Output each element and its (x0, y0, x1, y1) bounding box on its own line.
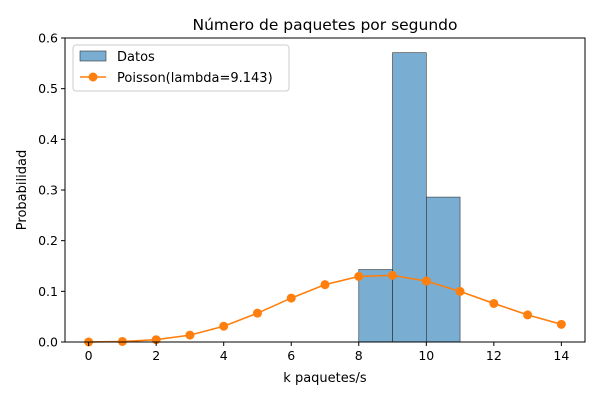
poisson-point-14 (556, 319, 566, 329)
y-axis-label: Probabilidad (15, 150, 30, 230)
poisson-point-3 (185, 330, 195, 340)
chart-title: Número de paquetes por segundo (193, 16, 458, 34)
x-tick-label-1: 2 (152, 348, 160, 363)
y-tick-label-0: 0.0 (38, 335, 58, 350)
y-tick-label-2: 0.2 (38, 233, 58, 248)
poisson-point-1 (117, 336, 127, 346)
y-tick-label-4: 0.4 (38, 132, 58, 147)
x-tick-label-0: 0 (85, 348, 93, 363)
hist-bar-0 (358, 269, 393, 343)
poisson-point-7 (320, 280, 330, 290)
x-axis-label: k paquetes/s (283, 371, 367, 386)
legend: Datos Poisson(lambda=9.143) (72, 44, 290, 92)
poisson-point-13 (523, 310, 533, 320)
x-tick-label-7: 14 (553, 348, 569, 363)
legend-label-datos: Datos (117, 50, 155, 65)
legend-marker-poisson (88, 72, 98, 82)
bars-layer (358, 52, 461, 343)
x-tick-label-3: 6 (287, 348, 295, 363)
poisson-point-9 (388, 270, 398, 280)
legend-box (72, 44, 290, 92)
poisson-point-8 (354, 271, 364, 281)
x-tick-label-5: 10 (418, 348, 434, 363)
poisson-point-11 (455, 286, 465, 296)
y-tick-label-1: 0.1 (38, 284, 58, 299)
y-tick-label-6: 0.6 (38, 31, 58, 46)
hist-bar-2 (425, 196, 461, 343)
line-layer (84, 270, 566, 347)
x-tick-label-6: 12 (486, 348, 502, 363)
x-tick-label-4: 8 (355, 348, 363, 363)
poisson-point-12 (489, 298, 499, 308)
poisson-point-5 (252, 308, 262, 318)
y-tick-label-3: 0.3 (38, 183, 58, 198)
legend-swatch-datos (79, 50, 107, 62)
y-axis: 0.0 0.1 0.2 0.3 0.4 0.5 0.6 (38, 31, 65, 350)
x-axis: 0 2 4 6 8 10 12 14 (85, 342, 569, 363)
hist-bar-1 (392, 52, 427, 343)
poisson-point-4 (219, 321, 229, 331)
poisson-point-6 (286, 293, 296, 303)
legend-label-poisson: Poisson(lambda=9.143) (117, 71, 273, 86)
poisson-point-10 (421, 276, 431, 286)
x-tick-label-2: 4 (220, 348, 228, 363)
y-tick-label-5: 0.5 (38, 81, 58, 96)
